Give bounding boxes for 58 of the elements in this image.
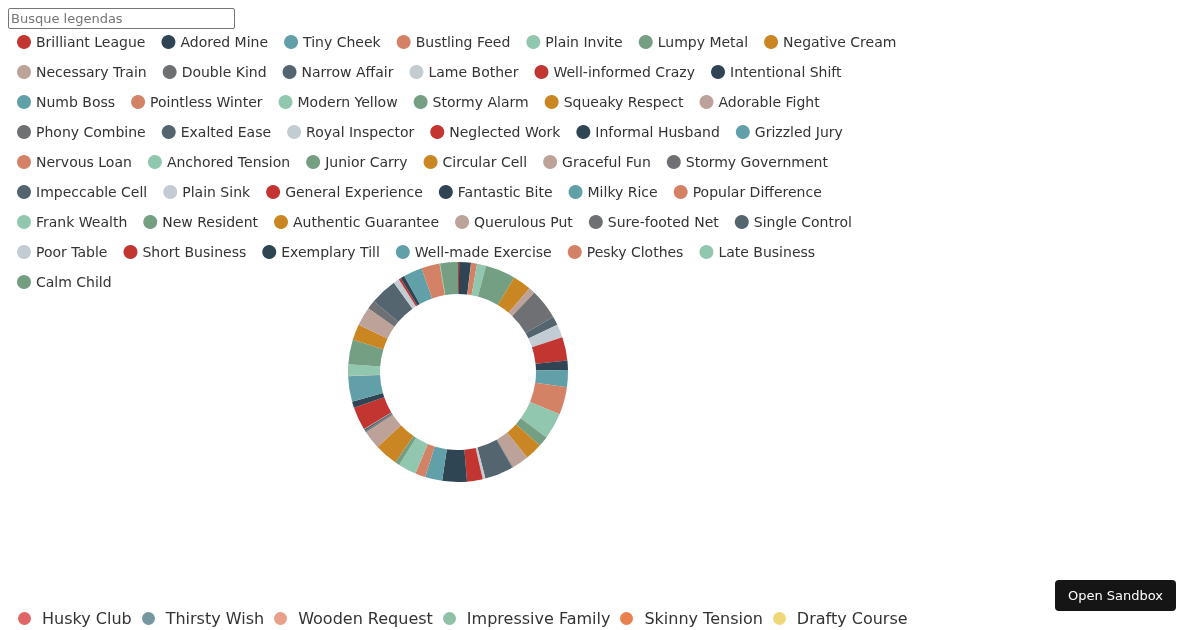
legend-label: Necessary Train: [36, 64, 147, 80]
legend-label: Negative Cream: [783, 34, 897, 50]
legend-label: Phony Combine: [36, 124, 146, 140]
legend-label: Narrow Affair: [301, 64, 394, 80]
search-field: Busque legendas: [8, 8, 235, 29]
legend-label: Anchored Tension: [166, 154, 291, 170]
legend-label: Well-made Exercise: [414, 244, 552, 260]
legend-label: Circular Cell: [442, 154, 528, 170]
category-label: Drafty Course: [796, 609, 908, 628]
legend-label: Lumpy Metal: [657, 34, 749, 50]
legend-label: Short Business: [142, 244, 247, 260]
legend-label: Intentional Shift: [730, 64, 843, 80]
legend-label: Exemplary Till: [281, 244, 380, 260]
legend-label: Frank Wealth: [36, 214, 128, 230]
legend-label: Late Business: [718, 244, 816, 260]
sandbox-button: Open Sandbox: [1054, 580, 1176, 611]
legend-label: General Experience: [285, 184, 423, 200]
legend-label: Well-informed Crazy: [553, 64, 696, 80]
legend-label: Grizzled Jury: [754, 124, 843, 140]
legend-label: Adored Mine: [180, 34, 269, 50]
legend-label: Popular Difference: [692, 184, 822, 200]
legend-label: Bustling Feed: [415, 34, 511, 50]
category-label: Husky Club: [42, 609, 132, 628]
legend-label: Authentic Guarantee: [293, 214, 440, 230]
legend-label: Sure-footed Net: [607, 214, 720, 230]
legend-label: Lame Bother: [428, 64, 519, 80]
legend-label: Royal Inspector: [306, 124, 415, 140]
legend-label: Informal Husband: [595, 124, 720, 140]
legend-label: Stormy Alarm: [432, 94, 529, 110]
legend-label: Graceful Fun: [562, 154, 651, 170]
legend-label: Impeccable Cell: [36, 184, 148, 200]
legend-label: Modern Yellow: [297, 94, 398, 110]
legend-label: Tiny Cheek: [302, 34, 382, 50]
legend-label: Junior Carry: [324, 154, 408, 170]
legend-label: Double Kind: [181, 64, 267, 80]
legend-label: Exalted Ease: [180, 124, 272, 140]
legend-label: Plain Sink: [182, 184, 252, 200]
legend-label: New Resident: [162, 214, 259, 230]
category-label: Thirsty Wish: [165, 609, 265, 628]
legend-label: Nervous Loan: [36, 154, 132, 170]
legend-label: Fantastic Bite: [457, 184, 553, 200]
legend-label: Calm Child: [36, 274, 112, 290]
legend-label: Squeaky Respect: [563, 94, 685, 110]
legend-label: Stormy Government: [685, 154, 829, 170]
legend-label: Brilliant League: [36, 34, 146, 50]
legend-label: Milky Rice: [587, 184, 658, 200]
legend-label: Neglected Work: [449, 124, 562, 140]
category-label: Impressive Family: [466, 609, 611, 628]
legend-label: Numb Boss: [36, 94, 116, 110]
legend-label: Adorable Fight: [718, 94, 821, 110]
category-label: Wooden Request: [298, 609, 433, 628]
legend-label: Plain Invite: [545, 34, 623, 50]
legend-label: Querulous Put: [474, 214, 574, 230]
legend-label: Pesky Clothes: [586, 244, 684, 260]
legend-label: Pointless Winter: [150, 94, 263, 110]
legend-label: Single Control: [753, 214, 852, 230]
legend-label: Poor Table: [36, 244, 108, 260]
category-label: Skinny Tension: [644, 609, 763, 628]
